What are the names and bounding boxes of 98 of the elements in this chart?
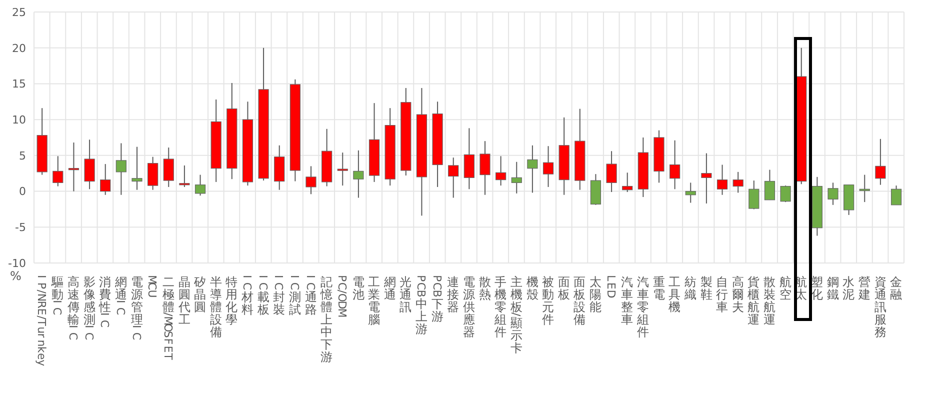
candlestick xyxy=(622,172,633,193)
x-tick-label: IC測試 xyxy=(288,275,301,316)
candlestick xyxy=(701,152,712,204)
x-tick-label: 記憶體上中下游 xyxy=(320,275,333,364)
candlestick xyxy=(748,180,760,210)
x-tick-label: IC封裝 xyxy=(272,275,286,316)
x-tick-label: 影像感測IC xyxy=(82,275,96,340)
x-tick-label: 散裝航運 xyxy=(764,275,776,326)
candlestick xyxy=(859,174,870,203)
candlestick xyxy=(780,185,791,203)
x-tick-label: 半導體設備 xyxy=(210,275,222,339)
x-tick-label: 電池 xyxy=(352,275,364,302)
candlestick xyxy=(353,150,364,198)
x-tick-label: 塑化 xyxy=(811,275,823,302)
x-tick-label: PCB下游 xyxy=(430,275,444,324)
x-tick-label: 貨櫃航運 xyxy=(748,275,760,326)
candlestick xyxy=(68,142,80,192)
candlestick xyxy=(606,150,617,193)
candlestick xyxy=(527,144,538,194)
x-tick-label: LED xyxy=(604,275,618,298)
candlestick xyxy=(84,139,95,190)
x-tick-label: 手機零組件 xyxy=(494,275,507,339)
y-tick-label: 20 xyxy=(12,42,26,55)
x-tick-label: IC材料 xyxy=(240,275,254,316)
x-tick-label: 連接器 xyxy=(447,275,460,314)
candlestick xyxy=(828,182,838,206)
x-tick-label: PCB中上游 xyxy=(414,275,428,336)
candlestick xyxy=(52,156,64,187)
x-tick-label: 工具機 xyxy=(668,275,681,314)
x-tick-label: 工業電腦 xyxy=(368,275,380,326)
x-tick-label: PC/ODM xyxy=(335,275,348,318)
candlestick xyxy=(590,174,602,206)
y-tick-label: 10 xyxy=(12,113,26,126)
x-tick-label: 鋼鐵 xyxy=(826,275,839,302)
candlestick xyxy=(306,166,316,195)
y-tick-label: 15 xyxy=(12,78,26,91)
candlestick xyxy=(480,140,490,196)
x-tick-label: 散熱 xyxy=(478,275,491,302)
x-tick-label: 晶圓代工 xyxy=(177,275,190,326)
candlestick xyxy=(685,182,696,204)
candlestick xyxy=(542,146,554,188)
x-tick-label: 汽車零組件 xyxy=(636,275,649,339)
x-tick-label: MCU xyxy=(146,275,159,298)
x-tick-label: 電源管理IC xyxy=(130,275,143,340)
x-tick-label: 網通 xyxy=(382,275,396,302)
x-tick-label: 自行車 xyxy=(716,275,728,314)
candlestick xyxy=(132,146,142,190)
x-tick-label: 面板 xyxy=(556,275,570,302)
candlestick xyxy=(116,142,126,196)
candlestick xyxy=(496,156,506,186)
x-tick-label: 汽車整車 xyxy=(621,275,634,326)
x-tick-label: 金融 xyxy=(890,275,902,302)
candlestick xyxy=(194,174,206,196)
y-axis-title: % xyxy=(10,269,22,283)
candlestick xyxy=(670,140,680,190)
x-tick-label: 電源供應器 xyxy=(463,275,475,339)
candlestick xyxy=(764,169,776,200)
y-tick-label: -5 xyxy=(15,221,26,234)
candlestick xyxy=(179,164,190,188)
x-tick-label: 資通訊服務 xyxy=(874,275,886,339)
x-tick-label: 主機板/顯示卡 xyxy=(509,275,522,356)
x-tick-label: 水泥 xyxy=(842,275,855,302)
x-tick-label: 驅動IC xyxy=(50,275,64,316)
x-tick-label: IC載板 xyxy=(256,275,270,316)
candlestick xyxy=(716,164,728,196)
candlestick xyxy=(148,156,158,190)
x-tick-label: 航空 xyxy=(779,275,792,302)
x-tick-label: 重電 xyxy=(652,275,665,302)
x-tick-label: IC通路 xyxy=(304,275,317,316)
x-tick-label: 紡織 xyxy=(683,275,696,302)
x-tick-label: 消費性IC xyxy=(98,275,112,328)
y-tick-label: 0 xyxy=(19,185,26,198)
candlestick xyxy=(732,171,744,194)
x-tick-label: 高速傳輸IC xyxy=(66,275,80,340)
x-tick-label: 製鞋 xyxy=(700,275,712,302)
candlestick xyxy=(511,161,522,194)
y-tick-label: -10 xyxy=(8,256,26,270)
y-tick-label: 5 xyxy=(19,149,26,162)
candlestick xyxy=(890,185,902,206)
x-tick-label: 網通IC xyxy=(114,275,127,316)
x-tick-label: 太陽能 xyxy=(590,275,602,314)
x-tick-label: 面板設備 xyxy=(572,275,586,326)
x-tick-label: 光通訊 xyxy=(400,275,412,314)
category-label: IP/NRE/Turnkey xyxy=(34,275,48,366)
candlestick xyxy=(337,152,348,186)
x-tick-label: 被動元件 xyxy=(542,275,554,326)
y-tick-label: 25 xyxy=(12,6,26,19)
candlestick xyxy=(448,157,459,198)
category-label: 二極體/MOSFET xyxy=(161,275,174,360)
x-tick-label: 特用化學 xyxy=(226,275,238,326)
x-tick-label: 矽晶圓 xyxy=(193,275,206,314)
candlestick xyxy=(100,164,111,196)
x-tick-label: 高爾夫 xyxy=(732,275,744,314)
candlestick xyxy=(875,138,886,186)
candlestick xyxy=(163,147,174,188)
x-tick-label: 機殼 xyxy=(526,275,538,302)
x-tick-label: 營建 xyxy=(857,275,870,302)
candlestick xyxy=(464,128,474,190)
